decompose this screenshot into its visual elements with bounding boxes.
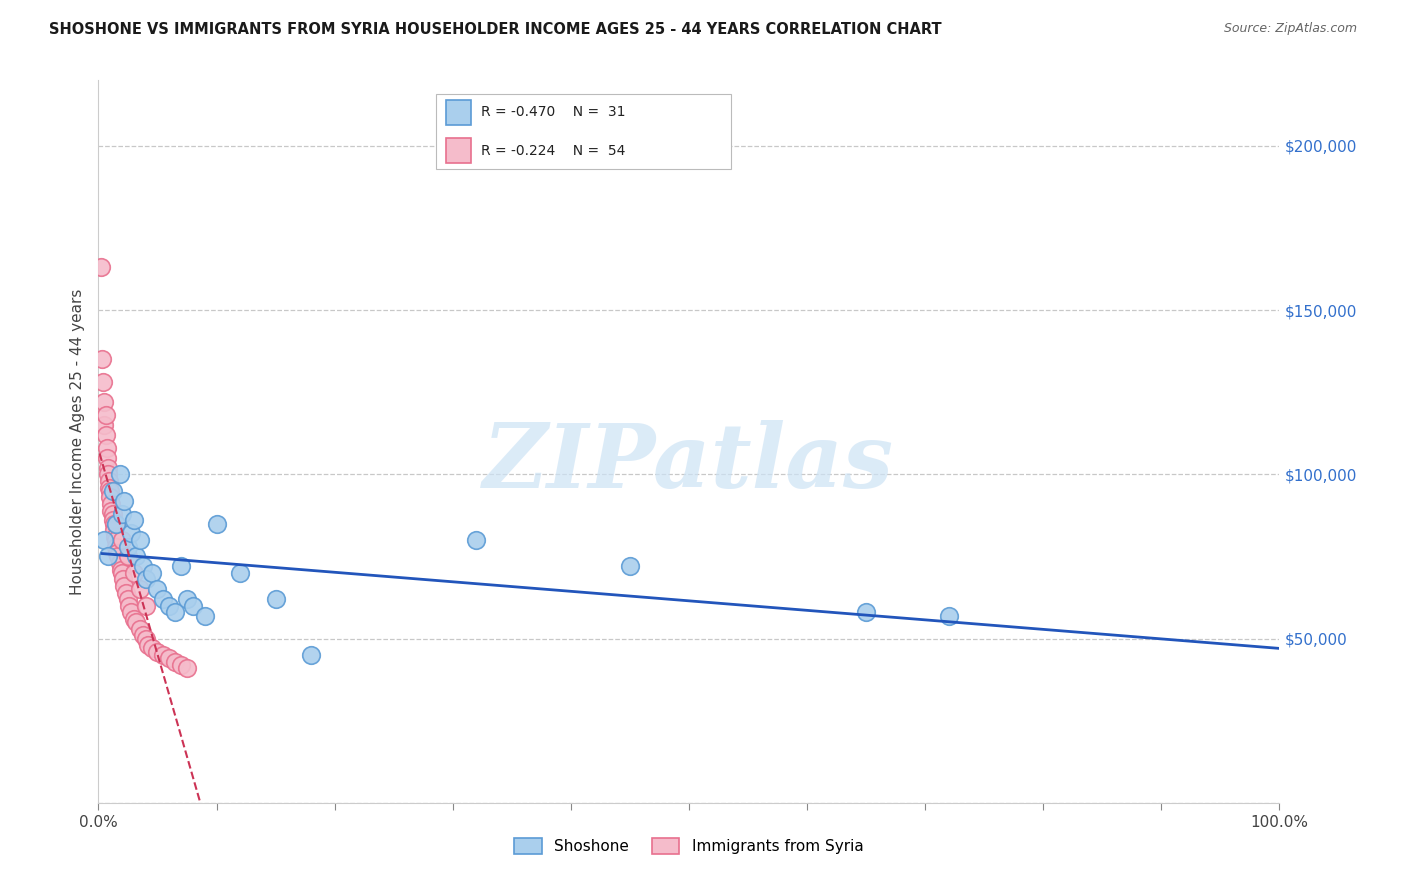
- Point: [105, 516, 128, 531]
- Point: [128, 533, 150, 547]
- Point: [91, 376, 114, 390]
- Point: [205, 516, 228, 531]
- Point: [110, 563, 132, 577]
- Text: ZIPatlas: ZIPatlas: [484, 420, 894, 507]
- Point: [135, 599, 157, 613]
- Point: [101, 507, 124, 521]
- Point: [105, 540, 128, 554]
- Point: [194, 608, 217, 623]
- Point: [619, 559, 641, 574]
- Point: [112, 493, 135, 508]
- Point: [107, 549, 129, 564]
- Point: [105, 533, 128, 547]
- Point: [165, 605, 187, 619]
- Point: [105, 546, 128, 560]
- Point: [125, 615, 148, 630]
- Point: [101, 483, 124, 498]
- Point: [105, 516, 128, 531]
- Point: [103, 516, 125, 531]
- Point: [181, 599, 204, 613]
- Point: [465, 533, 488, 547]
- Point: [111, 566, 134, 580]
- Point: [117, 540, 139, 554]
- Point: [98, 474, 121, 488]
- Point: [128, 582, 150, 597]
- Point: [176, 592, 198, 607]
- Point: [125, 549, 148, 564]
- Point: [264, 592, 287, 607]
- Point: [229, 566, 252, 580]
- Point: [112, 573, 135, 587]
- Point: [94, 428, 117, 442]
- Point: [157, 599, 180, 613]
- Point: [117, 592, 139, 607]
- Text: R = -0.224    N =  54: R = -0.224 N = 54: [481, 144, 626, 158]
- Point: [170, 559, 193, 574]
- Y-axis label: Householder Income Ages 25 - 44 years: Householder Income Ages 25 - 44 years: [69, 288, 84, 595]
- Point: [117, 549, 139, 564]
- Point: [98, 481, 121, 495]
- Point: [114, 585, 136, 599]
- Text: Source: ZipAtlas.com: Source: ZipAtlas.com: [1223, 22, 1357, 36]
- Point: [97, 460, 120, 475]
- Point: [100, 503, 122, 517]
- Point: [170, 657, 193, 672]
- Point: [112, 579, 135, 593]
- Point: [122, 612, 145, 626]
- Point: [299, 648, 322, 662]
- Point: [141, 566, 163, 580]
- Point: [97, 467, 120, 482]
- Text: SHOSHONE VS IMMIGRANTS FROM SYRIA HOUSEHOLDER INCOME AGES 25 - 44 YEARS CORRELAT: SHOSHONE VS IMMIGRANTS FROM SYRIA HOUSEH…: [49, 22, 942, 37]
- Legend: Shoshone, Immigrants from Syria: Shoshone, Immigrants from Syria: [509, 832, 869, 860]
- Point: [96, 450, 118, 465]
- Point: [108, 556, 131, 570]
- Point: [118, 599, 141, 613]
- Point: [146, 645, 169, 659]
- Text: R = -0.470    N =  31: R = -0.470 N = 31: [481, 105, 626, 120]
- Point: [97, 549, 120, 564]
- Point: [121, 605, 143, 619]
- Point: [146, 582, 169, 597]
- Point: [93, 418, 115, 433]
- Point: [855, 605, 877, 619]
- Point: [132, 559, 155, 574]
- Point: [152, 592, 174, 607]
- Point: [165, 655, 187, 669]
- Point: [101, 513, 124, 527]
- Point: [128, 622, 150, 636]
- Point: [93, 533, 115, 547]
- Point: [136, 638, 159, 652]
- Point: [111, 507, 134, 521]
- Point: [103, 523, 125, 537]
- Point: [104, 530, 127, 544]
- Point: [122, 513, 145, 527]
- Point: [152, 648, 174, 662]
- Point: [141, 641, 163, 656]
- Point: [91, 352, 114, 367]
- Point: [94, 409, 117, 423]
- Point: [90, 260, 112, 275]
- Point: [96, 441, 118, 455]
- Point: [132, 628, 155, 642]
- Point: [100, 497, 122, 511]
- Point: [121, 526, 143, 541]
- Point: [176, 661, 198, 675]
- Point: [938, 608, 960, 623]
- Point: [93, 395, 115, 409]
- Point: [135, 573, 157, 587]
- Point: [108, 467, 131, 482]
- Point: [122, 566, 145, 580]
- Point: [157, 651, 180, 665]
- Point: [135, 632, 157, 646]
- Point: [98, 491, 121, 505]
- Point: [98, 483, 121, 498]
- Point: [111, 533, 134, 547]
